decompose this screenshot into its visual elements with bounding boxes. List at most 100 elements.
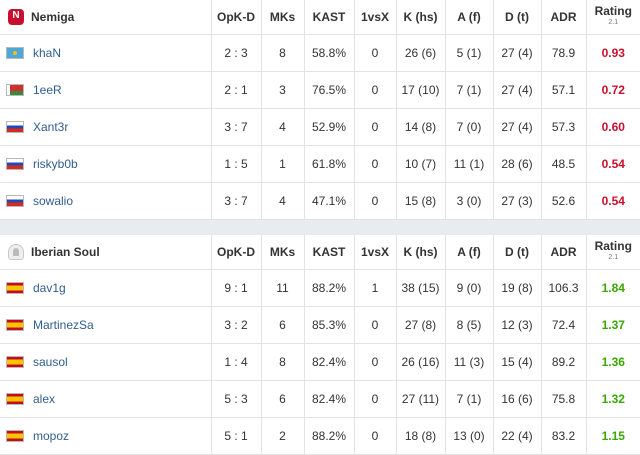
adr-cell: 106.3 xyxy=(541,269,587,307)
player-cell: sowalio xyxy=(0,182,212,220)
player-link[interactable]: riskyb0b xyxy=(33,156,78,171)
player-row: mopoz 5 : 1 2 88.2% 0 18 (8) 13 (0) 22 (… xyxy=(0,417,640,455)
header-mks: MKs xyxy=(261,0,305,35)
player-link[interactable]: alex xyxy=(33,391,56,406)
adr-cell: 83.2 xyxy=(541,417,587,455)
player-cell: sausol xyxy=(0,343,212,381)
adr-cell: 57.3 xyxy=(541,108,587,146)
kills-cell: 26 (6) xyxy=(396,34,446,72)
kills-cell: 27 (11) xyxy=(396,380,446,418)
team-header: Iberian Soul xyxy=(0,235,212,270)
opkd-cell: 3 : 7 xyxy=(211,182,262,220)
header-assists: A (f) xyxy=(445,0,494,35)
adr-cell: 72.4 xyxy=(541,306,587,344)
header-deaths: D (t) xyxy=(493,0,542,35)
player-row: Xant3r 3 : 7 4 52.9% 0 14 (8) 7 (0) 27 (… xyxy=(0,108,640,146)
header-rating: Rating 2.1 xyxy=(586,0,640,35)
header-deaths: D (t) xyxy=(493,235,542,270)
player-row: 1eeR 2 : 1 3 76.5% 0 17 (10) 7 (1) 27 (4… xyxy=(0,71,640,109)
kast-cell: 47.1% xyxy=(304,182,355,220)
player-link[interactable]: dav1g xyxy=(33,280,66,295)
player-link[interactable]: sowalio xyxy=(33,193,74,208)
iberian-soul-logo-icon xyxy=(8,243,24,260)
header-mks: MKs xyxy=(261,235,305,270)
team-name: Nemiga xyxy=(31,9,75,24)
adr-cell: 89.2 xyxy=(541,343,587,381)
player-link[interactable]: sausol xyxy=(33,354,68,369)
table-header-row: Nemiga OpK-D MKs KAST 1vsX K (hs) A (f) … xyxy=(0,0,640,35)
kills-cell: 10 (7) xyxy=(396,145,446,183)
1vsx-cell: 0 xyxy=(354,71,397,109)
player-cell: MartinezSa xyxy=(0,306,212,344)
player-link[interactable]: mopoz xyxy=(33,428,70,443)
header-assists: A (f) xyxy=(445,235,494,270)
mks-cell: 6 xyxy=(261,306,305,344)
kast-cell: 76.5% xyxy=(304,71,355,109)
kills-cell: 27 (8) xyxy=(396,306,446,344)
opkd-cell: 5 : 3 xyxy=(211,380,262,418)
mks-cell: 1 xyxy=(261,145,305,183)
team-name: Iberian Soul xyxy=(31,244,100,259)
player-row: sausol 1 : 4 8 82.4% 0 26 (16) 11 (3) 15… xyxy=(0,343,640,381)
player-cell: 1eeR xyxy=(0,71,212,109)
rating-cell: 1.84 xyxy=(586,269,640,307)
player-row: khaN 2 : 3 8 58.8% 0 26 (6) 5 (1) 27 (4)… xyxy=(0,34,640,72)
player-row: alex 5 : 3 6 82.4% 0 27 (11) 7 (1) 16 (6… xyxy=(0,380,640,418)
mks-cell: 3 xyxy=(261,71,305,109)
player-link[interactable]: MartinezSa xyxy=(33,317,94,332)
player-row: riskyb0b 1 : 5 1 61.8% 0 10 (7) 11 (1) 2… xyxy=(0,145,640,183)
mks-cell: 8 xyxy=(261,34,305,72)
assists-cell: 11 (1) xyxy=(445,145,494,183)
header-kills: K (hs) xyxy=(396,235,446,270)
1vsx-cell: 0 xyxy=(354,306,397,344)
deaths-cell: 12 (3) xyxy=(493,306,542,344)
header-kast: KAST xyxy=(304,0,355,35)
header-opkd: OpK-D xyxy=(211,0,262,35)
kills-cell: 15 (8) xyxy=(396,182,446,220)
player-row: MartinezSa 3 : 2 6 85.3% 0 27 (8) 8 (5) … xyxy=(0,306,640,344)
rating-version: 2.1 xyxy=(608,253,619,261)
kast-cell: 82.4% xyxy=(304,380,355,418)
assists-cell: 7 (0) xyxy=(445,108,494,146)
header-kast: KAST xyxy=(304,235,355,270)
kast-cell: 61.8% xyxy=(304,145,355,183)
mks-cell: 6 xyxy=(261,380,305,418)
table-header-row: Iberian Soul OpK-D MKs KAST 1vsX K (hs) … xyxy=(0,235,640,270)
header-1vsx: 1vsX xyxy=(354,0,397,35)
assists-cell: 11 (3) xyxy=(445,343,494,381)
rating-cell: 1.32 xyxy=(586,380,640,418)
deaths-cell: 27 (4) xyxy=(493,71,542,109)
opkd-cell: 2 : 1 xyxy=(211,71,262,109)
spain-flag-icon xyxy=(6,429,24,442)
player-link[interactable]: khaN xyxy=(33,45,62,60)
header-kills: K (hs) xyxy=(396,0,446,35)
player-cell: mopoz xyxy=(0,417,212,455)
adr-cell: 75.8 xyxy=(541,380,587,418)
assists-cell: 7 (1) xyxy=(445,71,494,109)
player-row: sowalio 3 : 7 4 47.1% 0 15 (8) 3 (0) 27 … xyxy=(0,182,640,220)
opkd-cell: 1 : 4 xyxy=(211,343,262,381)
opkd-cell: 3 : 2 xyxy=(211,306,262,344)
deaths-cell: 16 (6) xyxy=(493,380,542,418)
rating-cell: 1.37 xyxy=(586,306,640,344)
spain-flag-icon xyxy=(6,355,24,368)
header-rating: Rating 2.1 xyxy=(586,235,640,270)
player-link[interactable]: 1eeR xyxy=(33,82,62,97)
player-cell: dav1g xyxy=(0,269,212,307)
opkd-cell: 5 : 1 xyxy=(211,417,262,455)
adr-cell: 78.9 xyxy=(541,34,587,72)
kast-cell: 58.8% xyxy=(304,34,355,72)
assists-cell: 5 (1) xyxy=(445,34,494,72)
1vsx-cell: 0 xyxy=(354,417,397,455)
player-cell: riskyb0b xyxy=(0,145,212,183)
player-link[interactable]: Xant3r xyxy=(33,119,69,134)
1vsx-cell: 0 xyxy=(354,380,397,418)
opkd-cell: 9 : 1 xyxy=(211,269,262,307)
header-adr: ADR xyxy=(541,235,587,270)
kast-cell: 88.2% xyxy=(304,269,355,307)
player-cell: alex xyxy=(0,380,212,418)
kast-cell: 88.2% xyxy=(304,417,355,455)
adr-cell: 57.1 xyxy=(541,71,587,109)
spain-flag-icon xyxy=(6,318,24,331)
1vsx-cell: 0 xyxy=(354,34,397,72)
